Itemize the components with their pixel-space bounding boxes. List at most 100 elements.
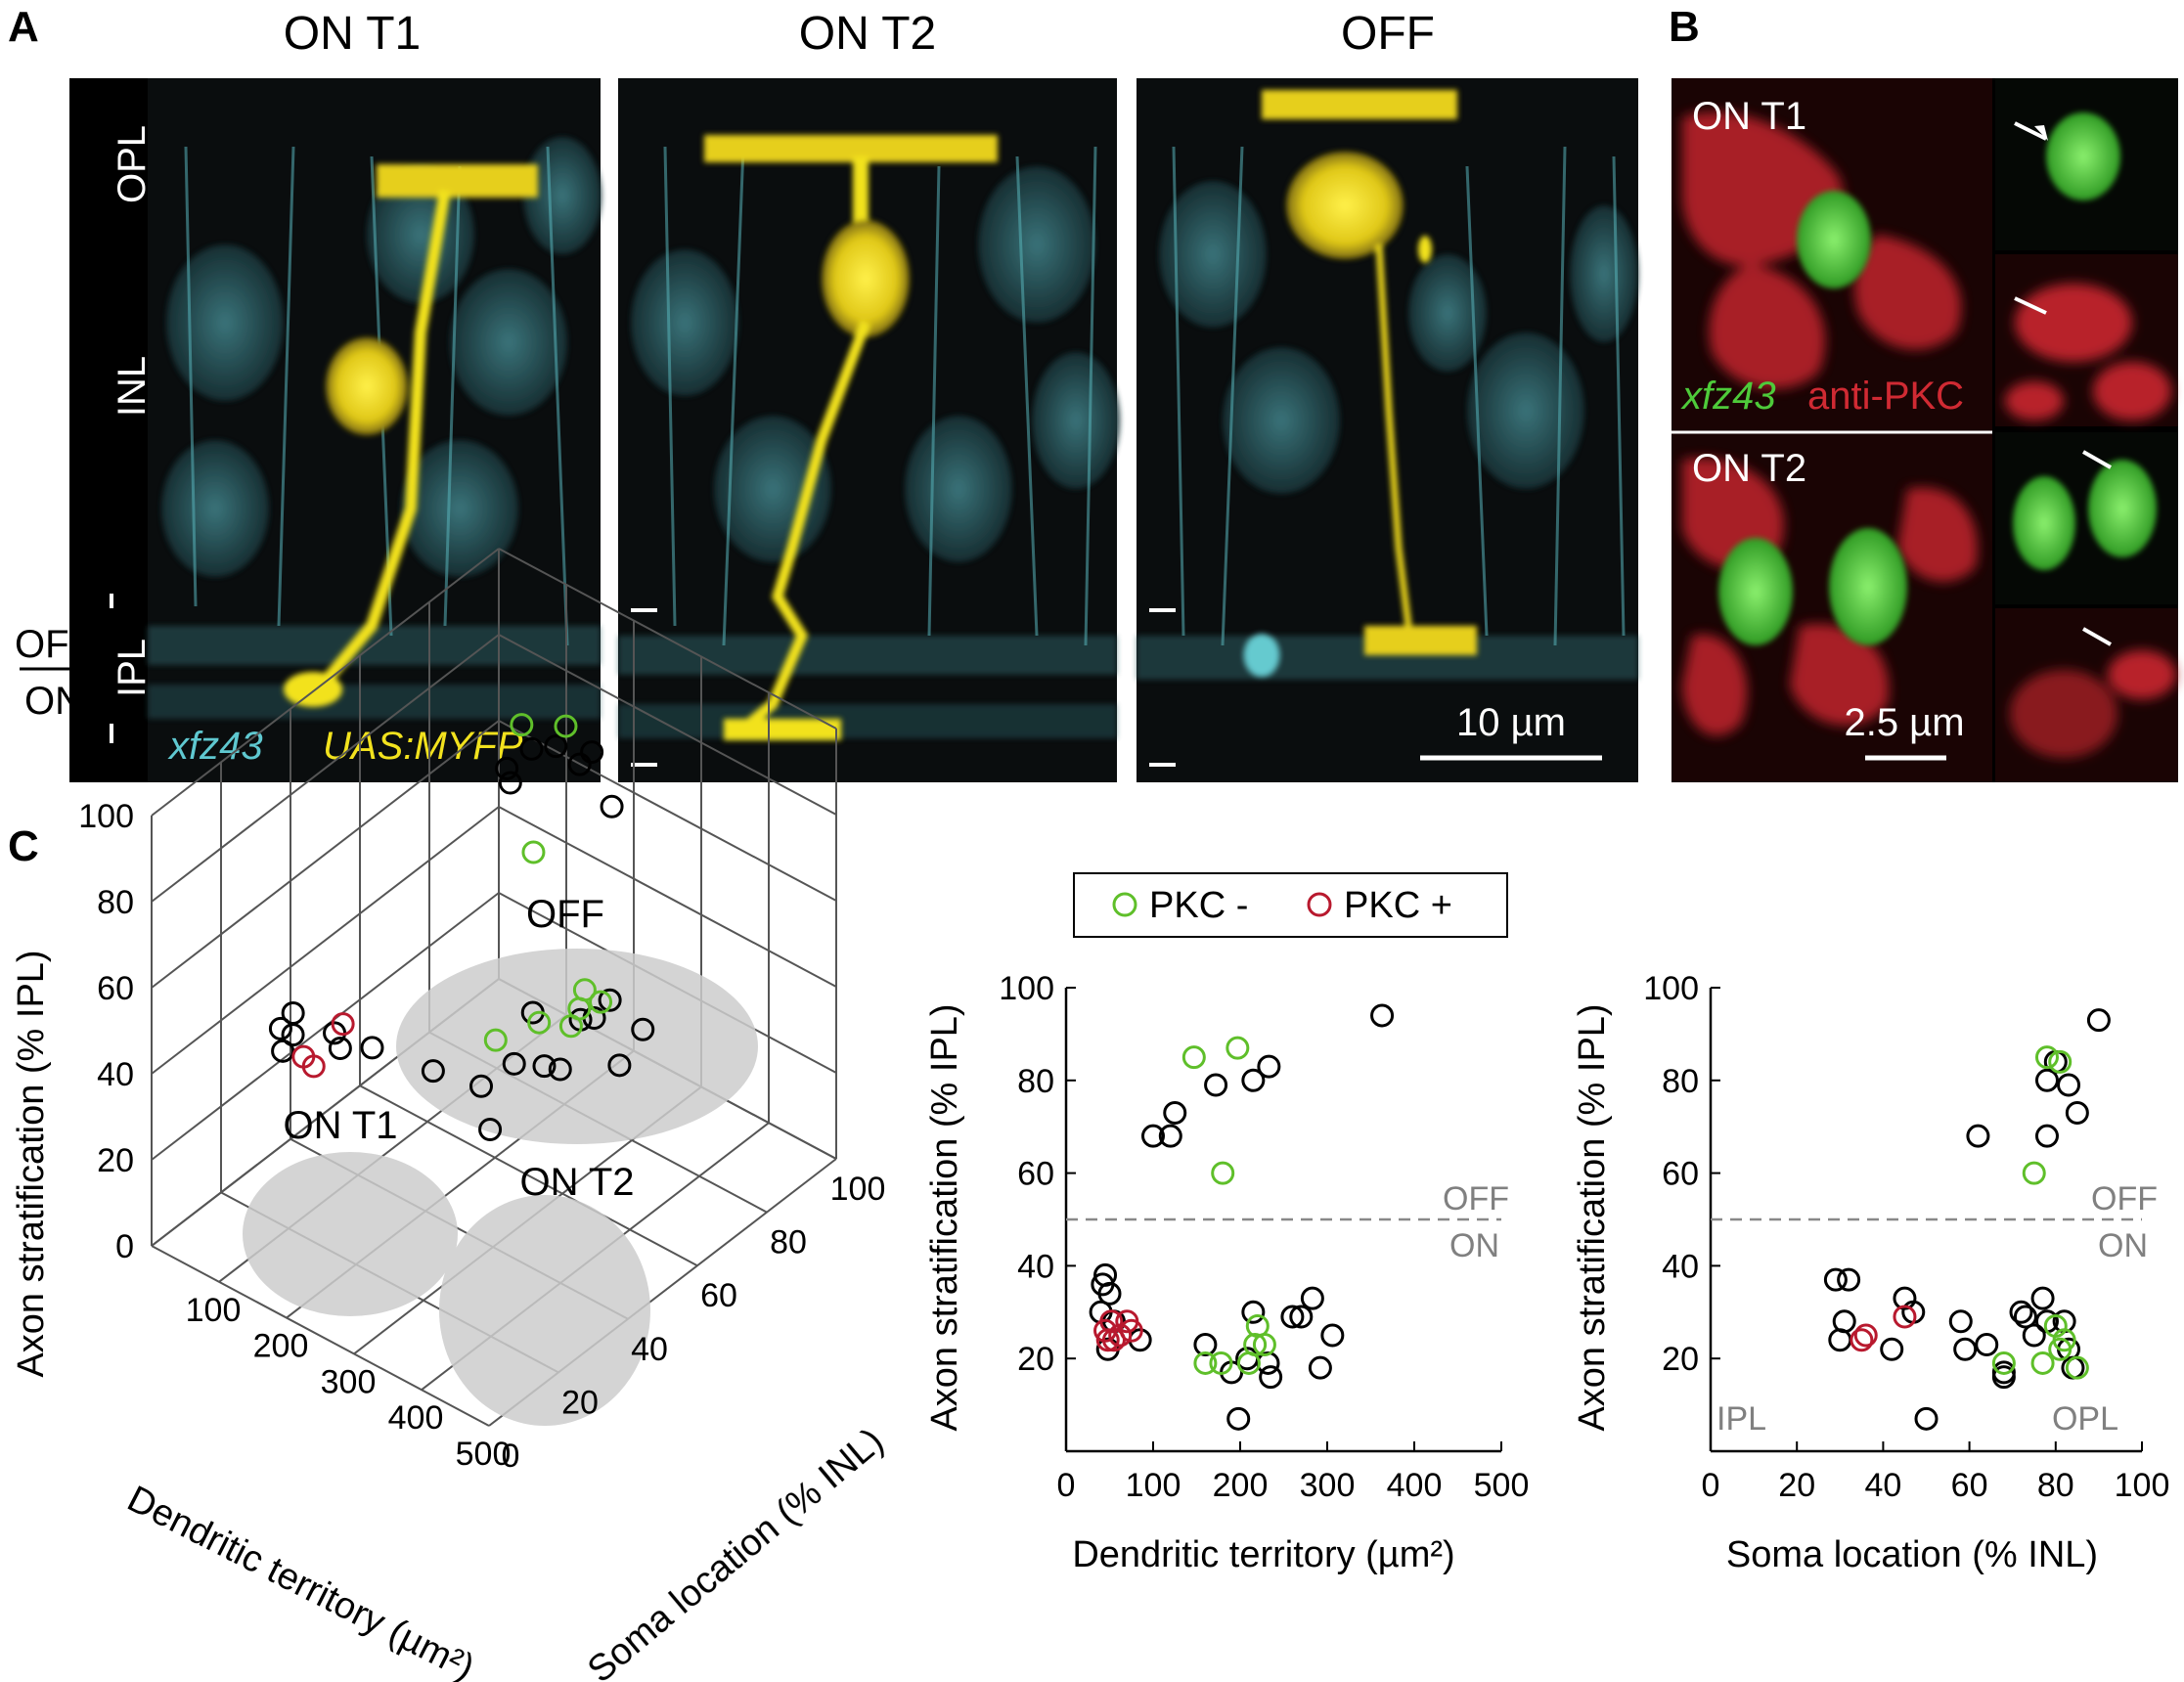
x-tick-label: 100 <box>2115 1467 2170 1504</box>
data-point <box>1243 1332 1268 1356</box>
column-title-on-t1: ON T1 <box>284 8 421 60</box>
xlabel-2: Soma location (% INL) <box>1726 1534 2098 1575</box>
y-tick-label: 20 <box>1017 1341 1054 1378</box>
scalebar-a-label: 10 µm <box>1456 701 1566 744</box>
data-point <box>1914 1406 1939 1431</box>
data-point <box>1211 1161 1235 1185</box>
cluster-ellipses <box>243 949 758 1426</box>
z-tick-label: 20 <box>561 1384 599 1421</box>
layer-label-ipl: IPL <box>111 639 154 697</box>
data-point-3d <box>589 990 613 1014</box>
data-point <box>2034 1124 2059 1148</box>
y-tick-label: 60 <box>1662 1156 1699 1193</box>
data-point-3d <box>598 988 622 1012</box>
y-tick-label: 20 <box>1662 1341 1699 1378</box>
data-point <box>1119 1318 1143 1343</box>
data-point-3d <box>360 1036 384 1060</box>
data-point <box>1837 1267 1861 1292</box>
legend-xfz43: xfz43 <box>167 725 263 768</box>
data-point <box>1141 1124 1165 1148</box>
data-point-3d <box>502 1051 526 1076</box>
legend-pkc: PKC - PKC + <box>1073 872 1508 938</box>
data-point <box>2022 1161 2046 1185</box>
data-point-3d <box>631 1017 655 1041</box>
data-point <box>1095 1328 1120 1352</box>
z-tick-label: 0 <box>502 1438 520 1475</box>
data-point-3d <box>478 1117 503 1141</box>
y-tick-label: 80 <box>1662 1063 1699 1100</box>
data-point <box>1252 1332 1276 1356</box>
cluster-label-off: OFF <box>526 893 604 936</box>
data-point <box>1097 1281 1122 1306</box>
data-point-3d <box>271 1039 295 1063</box>
grid-line <box>498 806 837 988</box>
cluster-label-on-t1: ON T1 <box>283 1104 397 1147</box>
soma-end-ipl: IPL <box>1716 1400 1766 1438</box>
data-point <box>2065 1355 2089 1380</box>
data-point <box>2057 1073 2081 1097</box>
data-point <box>2086 1008 2111 1033</box>
data-point <box>1241 1068 1266 1092</box>
data-point <box>2034 1045 2059 1070</box>
grid-line <box>151 806 500 1075</box>
data-point-3d <box>331 1012 355 1037</box>
data-point-3d <box>600 794 624 819</box>
on-label: ON <box>24 680 83 723</box>
data-point-3d <box>521 840 546 864</box>
grid-line <box>151 1245 490 1427</box>
data-point <box>1209 1350 1233 1375</box>
x-tick-label: 0 <box>1057 1467 1076 1504</box>
points-2 <box>1823 1008 2111 1431</box>
x-tick-label: 500 <box>456 1436 512 1473</box>
legend-pkc-neg: PKC - <box>1149 885 1248 926</box>
soma-end-opl: OPL <box>2052 1400 2118 1438</box>
data-point <box>2052 1328 2076 1352</box>
data-point <box>1226 1406 1251 1431</box>
x-tick-label: 80 <box>2037 1467 2074 1504</box>
data-point <box>1241 1300 1266 1324</box>
y-tick-label: 100 <box>1643 970 1699 1007</box>
data-point <box>1289 1305 1314 1329</box>
data-point <box>1850 1328 1874 1352</box>
z-tick-label: 60 <box>700 1277 737 1314</box>
data-point <box>1259 1365 1283 1390</box>
grid-line <box>151 720 500 989</box>
ylabel-1: Axon stratification (% IPL) <box>924 1003 965 1431</box>
x-tick-label: 0 <box>1702 1467 1720 1504</box>
data-point <box>1226 1036 1250 1060</box>
off-label: OFF <box>15 623 93 666</box>
data-point <box>1181 1045 1206 1070</box>
y-tick-label: 40 <box>97 1056 134 1093</box>
data-point <box>1193 1332 1218 1356</box>
legend-pkc-pos: PKC + <box>1344 885 1452 926</box>
data-point <box>2013 1305 2037 1329</box>
xlabel-3d: Dendritic territory (µm²) <box>121 1479 481 1682</box>
data-point-3d <box>554 714 578 738</box>
data-point-3d <box>421 1059 445 1084</box>
data-point-3d <box>281 1001 305 1025</box>
data-point-3d <box>268 1016 292 1040</box>
data-point <box>2034 1068 2059 1092</box>
data-point <box>1308 1355 1332 1380</box>
panel-label-b: B <box>1669 3 1700 51</box>
data-point-3d <box>495 756 519 780</box>
data-point <box>1966 1124 1990 1148</box>
data-point <box>1193 1350 1218 1375</box>
data-point <box>2009 1300 2033 1324</box>
data-point <box>1163 1100 1187 1125</box>
x-tick-label: 200 <box>253 1328 309 1365</box>
data-point <box>1108 1323 1133 1348</box>
points-3d <box>268 713 655 1141</box>
micrograph-on-t1: OPL INL IPL xfz43 UAS:MYFP <box>69 78 602 782</box>
y-tick-label: 80 <box>97 884 134 921</box>
cluster-on-t2 <box>439 1195 650 1426</box>
data-point <box>1370 1003 1395 1028</box>
data-point <box>1880 1337 1904 1361</box>
ylabel-3d: Axon stratification (% IPL) <box>11 950 52 1377</box>
micrograph-on-t2 <box>618 78 1120 782</box>
threshold-off-2: OFF <box>2091 1180 2158 1217</box>
threshold-on-2: ON <box>2098 1227 2148 1264</box>
data-point <box>1300 1286 1324 1310</box>
data-point-3d <box>510 713 534 737</box>
